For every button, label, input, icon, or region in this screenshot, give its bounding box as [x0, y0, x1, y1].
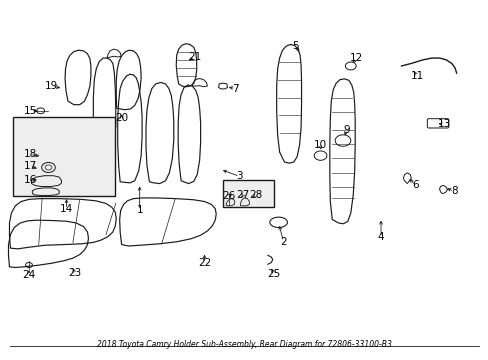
Text: 20: 20 — [115, 113, 128, 123]
Text: 2018 Toyota Camry Holder Sub-Assembly, Rear Diagram for 72806-33100-B3: 2018 Toyota Camry Holder Sub-Assembly, R… — [97, 340, 391, 349]
Text: 9: 9 — [343, 125, 349, 135]
Text: 27: 27 — [236, 190, 249, 200]
Text: 21: 21 — [188, 52, 201, 62]
Text: 13: 13 — [437, 120, 450, 129]
Text: 22: 22 — [198, 258, 211, 268]
Text: 26: 26 — [222, 191, 235, 201]
Text: 25: 25 — [266, 269, 280, 279]
Text: 4: 4 — [377, 232, 384, 242]
Text: 16: 16 — [23, 175, 37, 185]
Text: 8: 8 — [450, 186, 457, 197]
Text: 6: 6 — [411, 180, 418, 190]
Text: 28: 28 — [249, 190, 262, 200]
Text: 23: 23 — [68, 268, 81, 278]
Text: 11: 11 — [410, 71, 424, 81]
Text: 5: 5 — [292, 41, 298, 50]
Text: 10: 10 — [313, 140, 326, 150]
Text: 12: 12 — [349, 53, 363, 63]
Bar — [13, 117, 115, 196]
Text: 17: 17 — [23, 161, 37, 171]
Text: 24: 24 — [22, 270, 36, 280]
Text: 7: 7 — [232, 84, 239, 94]
Bar — [222, 180, 273, 207]
Text: 14: 14 — [60, 204, 73, 215]
Text: 19: 19 — [45, 81, 59, 91]
Text: 15: 15 — [24, 106, 38, 116]
Text: 2: 2 — [280, 237, 286, 247]
Text: 18: 18 — [23, 149, 37, 159]
Text: 3: 3 — [236, 171, 243, 181]
Text: 1: 1 — [136, 206, 142, 216]
